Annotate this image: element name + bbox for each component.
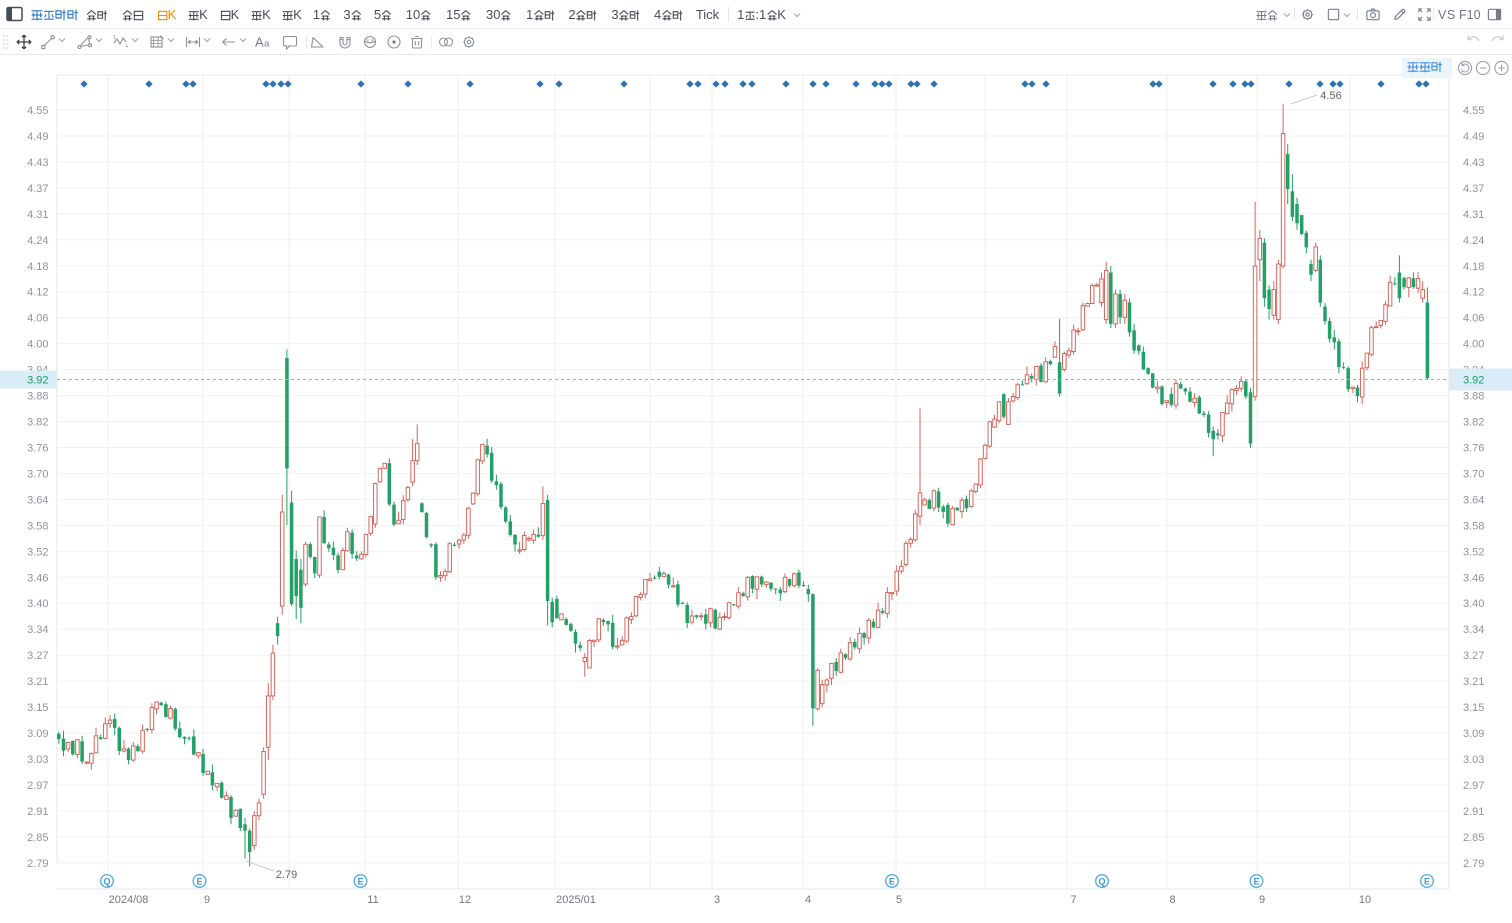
svg-text:4.43: 4.43 bbox=[27, 157, 48, 169]
svg-text:2.91: 2.91 bbox=[27, 806, 48, 818]
svg-text:2.79: 2.79 bbox=[1463, 858, 1484, 870]
svg-text:5: 5 bbox=[896, 894, 902, 906]
svg-text:10: 10 bbox=[1359, 894, 1371, 906]
svg-text:3.03: 3.03 bbox=[27, 754, 48, 766]
svg-text:a: a bbox=[264, 39, 270, 50]
svg-text:3.27: 3.27 bbox=[1463, 650, 1484, 662]
svg-text:3.58: 3.58 bbox=[1463, 520, 1484, 532]
svg-text:3.88: 3.88 bbox=[1463, 391, 1484, 403]
svg-text:4.56: 4.56 bbox=[1320, 90, 1341, 102]
svg-text:2.79: 2.79 bbox=[27, 858, 48, 870]
svg-text:2.85: 2.85 bbox=[1463, 832, 1484, 844]
svg-text:2.85: 2.85 bbox=[27, 832, 48, 844]
svg-text:1: 1 bbox=[113, 35, 116, 41]
svg-text:4.18: 4.18 bbox=[1463, 261, 1484, 273]
svg-text:3.27: 3.27 bbox=[27, 650, 48, 662]
svg-text:3.70: 3.70 bbox=[27, 468, 48, 480]
svg-text:11: 11 bbox=[367, 894, 378, 906]
svg-text:E: E bbox=[889, 877, 895, 887]
svg-text:3.46: 3.46 bbox=[1463, 572, 1484, 584]
svg-text:2.91: 2.91 bbox=[1463, 806, 1484, 818]
svg-text:4.31: 4.31 bbox=[1463, 209, 1484, 221]
svg-text:3.82: 3.82 bbox=[27, 417, 48, 429]
svg-text:2.97: 2.97 bbox=[1463, 780, 1484, 792]
svg-text:4.06: 4.06 bbox=[1463, 313, 1484, 325]
svg-text:3.09: 3.09 bbox=[27, 728, 48, 740]
svg-text:3: 3 bbox=[714, 894, 720, 906]
svg-text:Q: Q bbox=[103, 877, 110, 887]
svg-text:3.03: 3.03 bbox=[1463, 754, 1484, 766]
svg-text:3.40: 3.40 bbox=[27, 598, 48, 610]
svg-text:2025/01: 2025/01 bbox=[556, 894, 596, 906]
svg-text:4: 4 bbox=[805, 894, 811, 906]
svg-text:4.37: 4.37 bbox=[27, 183, 48, 195]
svg-text:3.64: 3.64 bbox=[1463, 494, 1484, 506]
svg-text:8: 8 bbox=[1169, 894, 1175, 906]
svg-text:3.15: 3.15 bbox=[27, 702, 48, 714]
svg-text:4.24: 4.24 bbox=[27, 235, 48, 247]
svg-text:E: E bbox=[1253, 877, 1259, 887]
svg-text:2024/08: 2024/08 bbox=[109, 894, 149, 906]
svg-text:3.88: 3.88 bbox=[27, 391, 48, 403]
svg-text:3.15: 3.15 bbox=[1463, 702, 1484, 714]
svg-text:9: 9 bbox=[1259, 894, 1265, 906]
svg-text:3.52: 3.52 bbox=[1463, 546, 1484, 558]
svg-text:3.58: 3.58 bbox=[27, 520, 48, 532]
svg-text:3.82: 3.82 bbox=[1463, 417, 1484, 429]
svg-text:3.09: 3.09 bbox=[1463, 728, 1484, 740]
svg-text:A: A bbox=[255, 35, 264, 50]
svg-text:12: 12 bbox=[459, 894, 471, 906]
svg-text:4.12: 4.12 bbox=[27, 287, 48, 299]
svg-text:4.31: 4.31 bbox=[27, 209, 48, 221]
svg-text:4.55: 4.55 bbox=[27, 105, 48, 117]
svg-text:3.40: 3.40 bbox=[1463, 598, 1484, 610]
svg-text:E: E bbox=[357, 877, 363, 887]
svg-text:3.92: 3.92 bbox=[1463, 375, 1484, 387]
svg-text:Q: Q bbox=[1098, 877, 1105, 887]
svg-text:2.97: 2.97 bbox=[27, 780, 48, 792]
svg-text:3.64: 3.64 bbox=[27, 494, 48, 506]
svg-text:3.34: 3.34 bbox=[27, 624, 48, 636]
svg-text:3.46: 3.46 bbox=[27, 572, 48, 584]
svg-text:E: E bbox=[196, 877, 202, 887]
svg-text:7: 7 bbox=[1070, 894, 1076, 906]
svg-text:4.06: 4.06 bbox=[27, 313, 48, 325]
svg-text:4.37: 4.37 bbox=[1463, 183, 1484, 195]
svg-text:4.49: 4.49 bbox=[1463, 131, 1484, 143]
svg-text:4.18: 4.18 bbox=[27, 261, 48, 273]
svg-text:3.52: 3.52 bbox=[27, 546, 48, 558]
svg-text:E: E bbox=[1424, 877, 1430, 887]
svg-text:2.79: 2.79 bbox=[276, 869, 297, 881]
svg-text:4.24: 4.24 bbox=[1463, 235, 1484, 247]
svg-text:3.34: 3.34 bbox=[1463, 624, 1484, 636]
svg-text:3.92: 3.92 bbox=[27, 375, 48, 387]
svg-text:4.43: 4.43 bbox=[1463, 157, 1484, 169]
svg-text:4.00: 4.00 bbox=[1463, 339, 1484, 351]
svg-text:3.76: 3.76 bbox=[1463, 443, 1484, 455]
svg-text:3.21: 3.21 bbox=[1463, 676, 1484, 688]
svg-text:4.12: 4.12 bbox=[1463, 287, 1484, 299]
svg-text:9: 9 bbox=[204, 894, 210, 906]
svg-text:3.21: 3.21 bbox=[27, 676, 48, 688]
svg-text:4.00: 4.00 bbox=[27, 339, 48, 351]
svg-text:4.55: 4.55 bbox=[1463, 105, 1484, 117]
svg-text:3.70: 3.70 bbox=[1463, 468, 1484, 480]
svg-text:3.76: 3.76 bbox=[27, 443, 48, 455]
svg-text:4.49: 4.49 bbox=[27, 131, 48, 143]
